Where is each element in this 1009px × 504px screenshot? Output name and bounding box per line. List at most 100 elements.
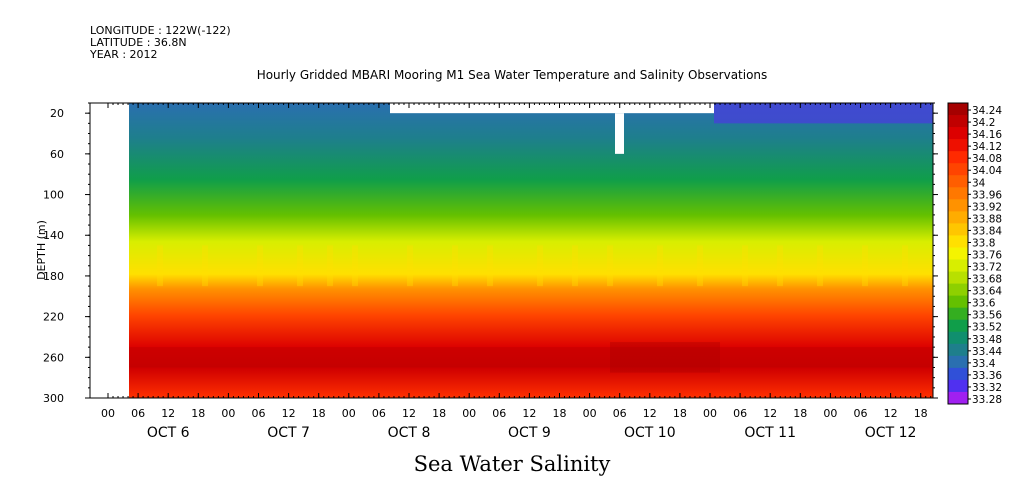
y-tick-label: 100 [43,189,64,202]
x-hour-label: 06 [372,407,386,420]
missing-data-left [90,103,129,398]
x-day-label: OCT 11 [744,425,796,441]
salinity-streak [327,245,333,287]
colorbar-label: 33.32 [972,382,1002,394]
x-hour-label: 00 [221,407,235,420]
salinity-streak [817,245,823,287]
colorbar-swatch [948,127,968,140]
x-hour-label: 12 [643,407,657,420]
colorbar-label: 33.6 [972,298,996,310]
salinity-streak [657,245,663,287]
x-day-label: OCT 6 [147,425,190,441]
colorbar-label: 34.12 [972,141,1002,153]
x-hour-label: 12 [402,407,416,420]
x-hour-label: 18 [793,407,807,420]
salinity-streak [697,245,703,287]
x-day-label: OCT 8 [388,425,431,441]
colorbar-label: 34.2 [972,117,995,129]
colorbar-label: 34.16 [972,129,1002,141]
y-tick-label: 20 [50,107,64,120]
salinity-streak [607,245,613,287]
missing-data-notch [615,113,624,154]
x-hour-label: 00 [462,407,476,420]
plot-frame [89,102,934,399]
colorbar-label: 34.08 [972,153,1002,165]
colorbar-swatch [948,379,968,393]
x-day-label: OCT 9 [508,425,551,441]
colorbar-swatch [948,199,968,212]
x-hour-label: 18 [553,407,567,420]
salinity-streak [572,245,578,287]
x-day-label: OCT 10 [624,425,676,441]
colorbar-swatch [948,331,968,345]
x-hour-label: 00 [342,407,356,420]
colorbar-swatch [948,283,968,297]
colorbar-label: 33.64 [972,286,1002,298]
chart-title: Hourly Gridded MBARI Mooring M1 Sea Wate… [256,68,768,82]
axes: 20 60 100 140 180 220 260 300 DEPTH (m) 00 06 12 18 0… [35,102,938,441]
x-hour-label: 12 [161,407,175,420]
salinity-field [129,103,933,398]
x-hour-label: 12 [522,407,536,420]
latitude-label: LATITUDE : 36.8N [90,36,187,49]
y-tick-label: 60 [50,148,64,161]
colorbar-swatch [948,187,968,200]
salinity-streak [902,245,908,287]
colorbar-swatch [948,175,968,188]
colorbar-label: 34 [972,177,986,189]
colorbar-swatch [948,367,968,381]
salinity-streak [297,245,303,287]
colorbar-label: 34.24 [972,105,1002,117]
colorbar-label: 33.76 [972,250,1002,262]
y-axis-label: DEPTH (m) [35,220,48,280]
colorbar-swatch [948,103,968,116]
x-hour-label: 06 [613,407,627,420]
year-label: YEAR : 2012 [90,48,158,61]
colorbar-swatch [948,235,968,248]
missing-data-top [390,103,714,114]
colorbar-label: 33.56 [972,310,1002,322]
chart-subtitle: Sea Water Salinity [413,452,611,476]
x-day-label: OCT 7 [267,425,310,441]
x-hour-label: 00 [101,407,115,420]
salinity-streak [202,245,208,287]
salinity-streak [742,245,748,287]
colorbar-label: 33.88 [972,213,1002,225]
salinity-streak [352,245,358,287]
x-hour-label: 00 [823,407,837,420]
x-hour-label: 06 [131,407,145,420]
colorbar-label: 33.8 [972,237,995,249]
y-tick-label: 260 [43,351,64,364]
salinity-streak [452,245,458,287]
colorbar-label: 33.96 [972,189,1002,201]
high-salinity-band [129,347,933,368]
x-hour-label: 06 [733,407,747,420]
colorbar-swatch [948,355,968,369]
colorbar-label: 34.04 [972,165,1002,177]
x-hour-label: 18 [432,407,446,420]
high-salinity-core [610,342,720,373]
x-hour-label: 00 [583,407,597,420]
y-tick-label: 180 [43,270,64,283]
colorbar-frame [947,102,969,405]
colorbar-label: 33.36 [972,370,1002,382]
colorbar-swatch [948,115,968,128]
low-salinity-patch [714,103,933,124]
colorbar-label: 33.28 [972,394,1002,406]
colorbar-label: 33.68 [972,274,1002,286]
colorbar-swatch [948,343,968,357]
x-hour-label: 18 [673,407,687,420]
longitude-label: LONGITUDE : 122W(-122) [90,24,231,37]
colorbar-label: 33.92 [972,201,1002,213]
colorbar-swatch [948,247,968,261]
colorbar: 34.2434.234.1634.1234.0834.043433.9633.9… [947,102,1002,406]
colorbar-swatch [948,271,968,285]
colorbar-label: 33.72 [972,262,1002,274]
x-hour-label: 18 [312,407,326,420]
x-hour-label: 18 [191,407,205,420]
x-hour-label: 12 [884,407,898,420]
heatmap-plot [90,103,933,398]
x-hour-label: 06 [252,407,266,420]
salinity-streak [487,245,493,287]
colorbar-swatch [948,391,968,405]
